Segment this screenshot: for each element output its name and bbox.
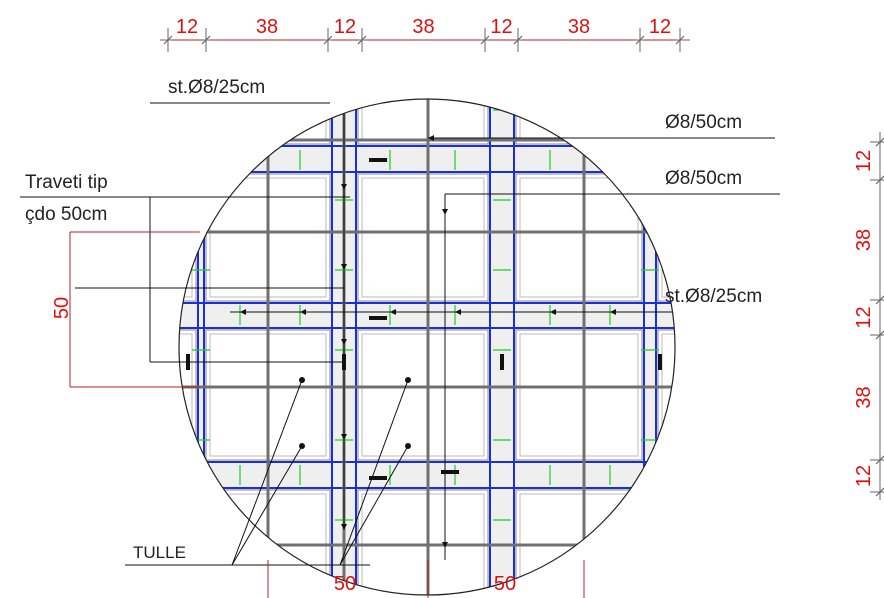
block [657, 329, 675, 461]
dimension: 50 [494, 573, 516, 595]
label: Ø8/50cm [665, 112, 742, 133]
block [179, 173, 197, 302]
leader [339, 445, 409, 566]
dim-tick [635, 35, 645, 45]
block-inner [661, 493, 675, 595]
label: Traveti tip [25, 172, 108, 193]
dimension: 12 [490, 16, 512, 38]
arrowhead [300, 309, 306, 315]
dim-tick [357, 35, 367, 45]
arrowhead [455, 309, 461, 315]
arrowhead [442, 209, 448, 215]
label: st.Ø8/25cm [168, 77, 265, 98]
block-inner [361, 177, 485, 298]
block [657, 489, 675, 595]
block [357, 329, 489, 461]
block [357, 489, 489, 595]
leader [339, 379, 409, 566]
chair [500, 354, 504, 370]
leader [231, 379, 303, 566]
block-inner [179, 333, 193, 457]
leader [231, 445, 303, 566]
dimension: 38 [412, 16, 434, 38]
block-inner [361, 333, 485, 457]
arrowhead [610, 309, 616, 315]
dimension: 12 [649, 16, 671, 38]
label: Ø8/50cm [665, 168, 742, 189]
block-inner [519, 177, 639, 298]
arrowhead [341, 184, 347, 190]
dimension: 38 [853, 386, 875, 408]
arrowhead [341, 434, 347, 440]
dim-tick [875, 175, 884, 185]
dim-tick [875, 330, 884, 340]
dim-tick [675, 35, 685, 45]
block [357, 99, 489, 145]
block [357, 173, 489, 302]
annotations [20, 28, 884, 598]
dot [299, 443, 305, 449]
arrowhead [550, 309, 556, 315]
label: st.Ø8/25cm [665, 286, 762, 307]
dim-tick [163, 35, 173, 45]
dim-tick [201, 35, 211, 45]
dimension: 50 [51, 297, 73, 319]
chair [369, 316, 387, 320]
slab-plan [179, 99, 675, 595]
dimension: 12 [853, 150, 875, 172]
arrowhead [341, 524, 347, 530]
block-inner [361, 493, 485, 595]
arrowhead [240, 309, 246, 315]
dimension: 38 [256, 16, 278, 38]
dimension: 12 [853, 306, 875, 328]
arrowhead [390, 309, 396, 315]
section-circle [178, 98, 676, 596]
block-inner [179, 177, 193, 298]
block [515, 329, 643, 461]
dimension: 38 [568, 16, 590, 38]
chair [658, 354, 662, 370]
dim-tick [875, 137, 884, 147]
arrowhead [341, 339, 347, 345]
dimension: 50 [334, 573, 356, 595]
chair [369, 158, 387, 162]
dimension: 12 [334, 16, 356, 38]
label: TULLE [133, 543, 186, 562]
chair [369, 476, 387, 480]
dot [405, 377, 411, 383]
dimension: 38 [853, 229, 875, 251]
dot [299, 377, 305, 383]
chair [441, 470, 459, 474]
label: çdo 50cm [25, 204, 107, 225]
dimension: 12 [176, 16, 198, 38]
block [515, 99, 643, 145]
dimension: 12 [853, 465, 875, 487]
block [179, 329, 197, 461]
dot [405, 443, 411, 449]
block-inner [519, 333, 639, 457]
dim-tick [513, 35, 523, 45]
arrowhead [442, 542, 448, 548]
block-inner [661, 177, 675, 298]
block-inner [661, 333, 675, 457]
dim-tick [323, 35, 333, 45]
dim-tick [875, 295, 884, 305]
block [657, 173, 675, 302]
dim-tick [875, 455, 884, 465]
dim-tick [875, 487, 884, 497]
block [515, 173, 643, 302]
dim-tick [480, 35, 490, 45]
arrowhead [341, 264, 347, 270]
